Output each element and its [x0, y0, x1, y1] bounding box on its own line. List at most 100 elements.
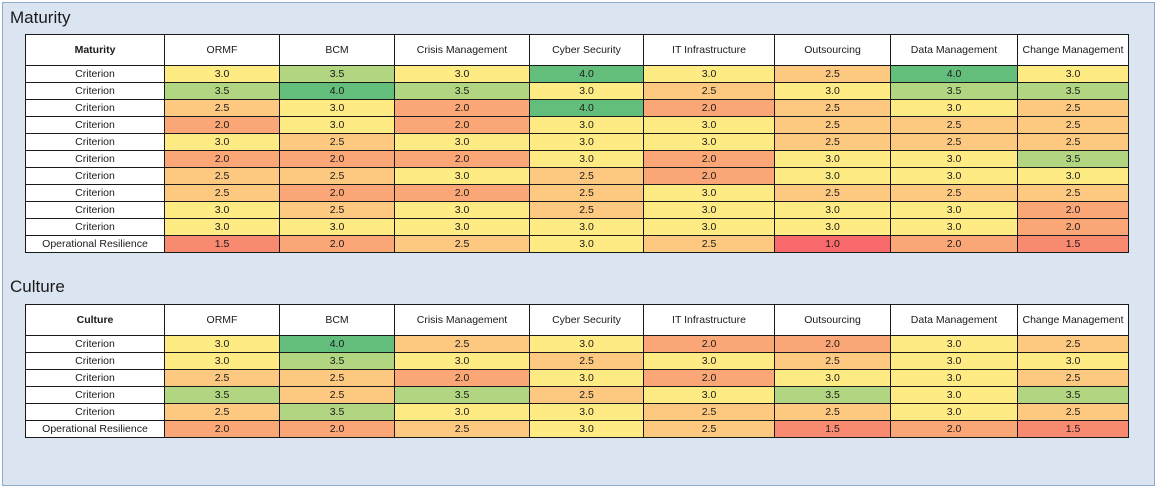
heatmap-cell: 3.0 — [394, 352, 530, 370]
heatmap-cell: 3.5 — [164, 82, 280, 100]
heatmap-cell: 3.0 — [890, 386, 1018, 404]
heatmap-cell: 3.0 — [529, 150, 644, 168]
heatmap-cell: 3.5 — [1017, 82, 1129, 100]
heatmap-cell: 4.0 — [529, 99, 644, 117]
heatmap-cell: 3.0 — [890, 369, 1018, 387]
table-row: Criterion 2.5 3.0 2.0 4.0 2.0 2.5 3.0 2.5 — [25, 99, 1129, 117]
heatmap-cell: 3.0 — [164, 133, 280, 151]
heatmap-cell: 3.0 — [394, 403, 530, 421]
heatmap-cell: 4.0 — [890, 65, 1018, 83]
heatmap-cell: 3.0 — [279, 99, 395, 117]
heatmap-cell: 2.5 — [529, 201, 644, 219]
heatmap-cell: 2.5 — [1017, 99, 1129, 117]
heatmap-cell: 3.0 — [774, 218, 891, 236]
column-header: BCM — [279, 304, 395, 336]
heatmap-cell: 3.0 — [279, 218, 395, 236]
heatmap-cell: 3.0 — [643, 184, 775, 202]
heatmap-cell: 2.5 — [164, 403, 280, 421]
row-label: Operational Resilience — [25, 420, 165, 438]
heatmap-cell: 3.0 — [529, 235, 644, 253]
heatmap-cell: 3.0 — [890, 335, 1018, 353]
heatmap-cell: 2.5 — [529, 167, 644, 185]
culture-section-title: Culture — [10, 277, 65, 296]
heatmap-cell: 3.0 — [164, 65, 280, 83]
heatmap-cell: 3.5 — [1017, 386, 1129, 404]
heatmap-cell: 2.5 — [890, 116, 1018, 134]
heatmap-cell: 2.0 — [1017, 218, 1129, 236]
heatmap-cell: 3.5 — [890, 82, 1018, 100]
row-label: Criterion — [25, 386, 165, 404]
table-row: Criterion 3.0 3.5 3.0 2.5 3.0 2.5 3.0 3.0 — [25, 352, 1129, 370]
heatmap-cell: 2.0 — [643, 167, 775, 185]
heatmap-cell: 2.5 — [164, 184, 280, 202]
heatmap-cell: 3.0 — [164, 352, 280, 370]
table-row: Criterion 2.5 2.5 2.0 3.0 2.0 3.0 3.0 2.5 — [25, 369, 1129, 387]
heatmap-cell: 2.5 — [774, 403, 891, 421]
row-label: Criterion — [25, 335, 165, 353]
maturity-section-title: Maturity — [10, 8, 71, 27]
row-label: Criterion — [25, 116, 165, 134]
table-row: Criterion 3.0 3.0 3.0 3.0 3.0 3.0 3.0 2.0 — [25, 218, 1129, 236]
heatmap-cell: 4.0 — [279, 335, 395, 353]
heatmap-cell: 2.0 — [890, 235, 1018, 253]
heatmap-cell: 2.5 — [529, 386, 644, 404]
heatmap-cell: 2.0 — [890, 420, 1018, 438]
heatmap-cell: 2.0 — [1017, 201, 1129, 219]
heatmap-cell: 2.0 — [394, 369, 530, 387]
column-header: Data Management — [890, 34, 1018, 66]
row-label: Criterion — [25, 133, 165, 151]
column-header: ORMF — [164, 34, 280, 66]
heatmap-cell: 3.0 — [529, 369, 644, 387]
column-header: Outsourcing — [774, 34, 891, 66]
heatmap-cell: 1.5 — [774, 420, 891, 438]
heatmap-cell: 3.0 — [643, 218, 775, 236]
heatmap-cell: 3.0 — [643, 386, 775, 404]
maturity-heatmap-table: Maturity ORMF BCM Crisis Management Cyber Se… — [25, 34, 1129, 253]
heatmap-cell: 3.0 — [774, 201, 891, 219]
table-row: Criterion 3.5 4.0 3.5 3.0 2.5 3.0 3.5 3.5 — [25, 82, 1129, 100]
heatmap-cell: 2.0 — [774, 335, 891, 353]
column-header: IT Infrastructure — [643, 304, 775, 336]
heatmap-cell: 2.5 — [529, 352, 644, 370]
heatmap-cell: 3.5 — [774, 386, 891, 404]
heatmap-cell: 3.0 — [774, 150, 891, 168]
header-row: Maturity ORMF BCM Crisis Management Cyber Se… — [25, 34, 1129, 66]
heatmap-cell: 3.0 — [774, 167, 891, 185]
row-label: Criterion — [25, 150, 165, 168]
row-label: Criterion — [25, 82, 165, 100]
heatmap-cell: 4.0 — [279, 82, 395, 100]
heatmap-cell: 1.0 — [774, 235, 891, 253]
row-label: Criterion — [25, 352, 165, 370]
heatmap-cell: 3.0 — [529, 133, 644, 151]
table-row: Criterion 2.0 2.0 2.0 3.0 2.0 3.0 3.0 3.5 — [25, 150, 1129, 168]
heatmap-cell: 2.5 — [394, 335, 530, 353]
heatmap-cell: 2.0 — [279, 184, 395, 202]
row-label: Criterion — [25, 403, 165, 421]
heatmap-cell: 2.5 — [1017, 184, 1129, 202]
heatmap-cell: 2.5 — [164, 99, 280, 117]
table-row: Criterion 2.5 3.5 3.0 3.0 2.5 2.5 3.0 2.5 — [25, 403, 1129, 421]
heatmap-cell: 2.5 — [643, 82, 775, 100]
heatmap-cell: 3.0 — [643, 201, 775, 219]
heatmap-cell: 3.5 — [394, 386, 530, 404]
table-row: Operational Resilience 2.0 2.0 2.5 3.0 2.5 1.5… — [25, 420, 1129, 438]
heatmap-cell: 2.5 — [279, 369, 395, 387]
heatmap-cell: 3.0 — [529, 116, 644, 134]
heatmap-cell: 3.0 — [890, 167, 1018, 185]
heatmap-cell: 2.5 — [279, 167, 395, 185]
heatmap-cell: 3.0 — [890, 99, 1018, 117]
heatmap-cell: 3.0 — [890, 218, 1018, 236]
row-label: Criterion — [25, 184, 165, 202]
heatmap-cell: 3.0 — [890, 352, 1018, 370]
heatmap-cell: 2.0 — [279, 150, 395, 168]
heatmap-cell: 2.5 — [774, 352, 891, 370]
column-header: Crisis Management — [394, 304, 530, 336]
heatmap-cell: 3.0 — [643, 352, 775, 370]
table-row: Operational Resilience 1.5 2.0 2.5 3.0 2.5 1.0… — [25, 235, 1129, 253]
heatmap-cell: 3.0 — [279, 116, 395, 134]
heatmap-cell: 3.0 — [164, 201, 280, 219]
heatmap-cell: 2.0 — [643, 335, 775, 353]
heatmap-cell: 3.0 — [1017, 352, 1129, 370]
heatmap-cell: 2.5 — [1017, 335, 1129, 353]
heatmap-cell: 4.0 — [529, 65, 644, 83]
